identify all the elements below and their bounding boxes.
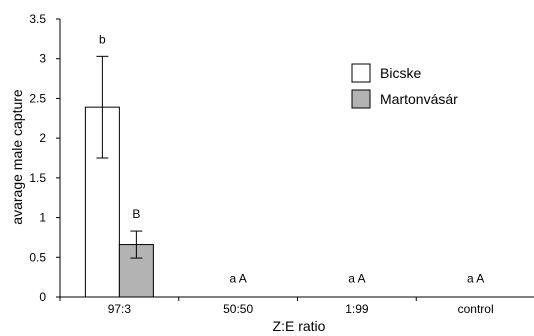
x-tick-label: 1:99 bbox=[345, 302, 369, 316]
y-axis-title: avarage male capture bbox=[9, 89, 25, 225]
x-tick-label: 50:50 bbox=[223, 302, 253, 316]
legend: Bicske Martonvásár bbox=[351, 63, 458, 109]
legend-label: Martonvásár bbox=[380, 91, 458, 107]
significance-label: b bbox=[99, 32, 106, 46]
y-tick-label: 2.5 bbox=[29, 91, 46, 105]
significance-labels: b Ba A a A a A bbox=[99, 32, 484, 285]
legend-label: Bicske bbox=[380, 65, 421, 81]
legend-swatch bbox=[351, 89, 371, 109]
x-axis: 97:3 50:50 1:99 control bbox=[59, 296, 534, 316]
legend-swatch bbox=[351, 63, 371, 83]
significance-label: a A bbox=[348, 272, 365, 286]
x-tick-label: 97:3 bbox=[108, 302, 132, 316]
significance-label: a A bbox=[229, 272, 246, 286]
y-tick-label: 3.5 bbox=[29, 12, 46, 26]
y-tick-label: 3 bbox=[39, 52, 46, 66]
bar-martonv-s-r-97-3 bbox=[118, 244, 154, 298]
y-axis: 0 0.5 1 1.5 2 2.5 3 3.5 bbox=[29, 12, 61, 304]
significance-label: a A bbox=[467, 272, 484, 286]
y-tick-label: 1 bbox=[39, 211, 46, 225]
significance-label: B bbox=[132, 207, 140, 221]
y-tick-label: 1.5 bbox=[29, 171, 46, 185]
x-tick-label: control bbox=[458, 302, 494, 316]
y-tick-label: 0.5 bbox=[29, 250, 46, 264]
bars bbox=[84, 55, 154, 298]
y-tick-label: 2 bbox=[39, 131, 46, 145]
y-tick-label: 0 bbox=[39, 290, 46, 304]
x-axis-title: Z:E ratio bbox=[273, 318, 326, 334]
